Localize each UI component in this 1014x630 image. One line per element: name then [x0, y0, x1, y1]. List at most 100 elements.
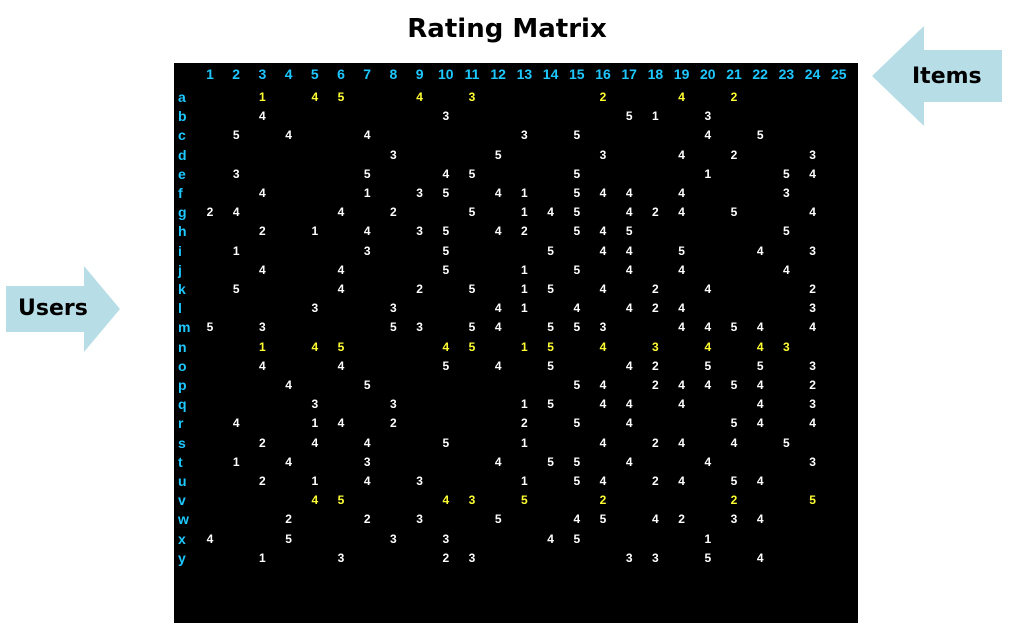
rating-cell-o-10: 5 [442, 358, 450, 373]
rating-cell-u-7: 4 [363, 474, 371, 488]
rating-cell-m-1: 5 [206, 320, 214, 335]
rating-cell-y-6: 3 [337, 550, 345, 565]
rating-cell-d-24: 3 [809, 147, 816, 162]
rating-cell-o-14: 5 [547, 358, 554, 373]
rating-cell-j-17: 4 [625, 262, 633, 277]
rating-cell-i-17: 4 [625, 243, 633, 258]
rating-cell-s-18: 2 [652, 435, 659, 450]
rating-cell-g-11: 5 [468, 205, 476, 220]
rating-cell-o-18: 2 [652, 358, 659, 373]
rating-cell-x-20: 1 [704, 531, 712, 546]
rating-cell-r-5: 1 [311, 416, 319, 431]
rating-cell-n-14: 5 [547, 339, 554, 354]
rating-cell-q-16: 4 [599, 397, 607, 412]
column-header-23: 23 [778, 66, 795, 82]
rating-cell-l-8: 3 [390, 301, 397, 316]
rating-cell-f-10: 5 [442, 186, 450, 200]
rating-cell-g-18: 2 [652, 205, 659, 220]
rating-cell-j-23: 4 [783, 262, 790, 277]
rating-cell-m-24: 4 [809, 320, 816, 335]
items-arrow-icon [872, 26, 1002, 126]
rating-cell-x-14: 4 [547, 531, 554, 546]
rating-cell-e-7: 5 [363, 166, 371, 181]
rating-cell-k-2: 5 [232, 282, 240, 296]
rating-cell-u-13: 1 [521, 474, 528, 488]
rating-cell-l-19: 4 [678, 301, 685, 316]
rating-cell-o-20: 5 [704, 358, 712, 373]
rating-cell-h-3: 2 [259, 224, 266, 239]
row-header-f: f [178, 185, 183, 201]
rating-cell-r-2: 4 [232, 416, 240, 431]
column-header-12: 12 [490, 66, 506, 82]
column-header-18: 18 [647, 66, 664, 82]
rating-cell-u-5: 1 [311, 474, 319, 488]
rating-cell-o-17: 4 [625, 358, 633, 373]
column-header-3: 3 [258, 66, 267, 82]
column-header-20: 20 [700, 66, 716, 82]
rating-cell-a-9: 4 [416, 90, 423, 104]
rating-cell-x-1: 4 [206, 531, 214, 546]
page-title: Rating Matrix [407, 14, 607, 44]
rating-cell-o-24: 3 [809, 358, 816, 373]
rating-cell-u-22: 4 [756, 474, 764, 488]
rating-cell-s-21: 4 [730, 435, 738, 450]
rating-cell-e-2: 3 [232, 166, 240, 181]
row-header-x: x [178, 530, 186, 547]
rating-cell-n-18: 3 [652, 339, 659, 354]
rating-cell-s-13: 1 [521, 435, 528, 450]
rating-cell-q-8: 3 [390, 397, 397, 412]
rating-cell-v-21: 2 [730, 493, 738, 508]
rating-cell-v-5: 4 [311, 493, 319, 508]
rating-cell-o-12: 4 [494, 358, 502, 373]
rating-cell-f-23: 3 [783, 186, 790, 200]
rating-cell-k-24: 2 [809, 282, 816, 296]
rating-cell-p-15: 5 [573, 378, 581, 392]
rating-cell-g-19: 4 [678, 205, 685, 220]
rating-cell-k-6: 4 [337, 282, 345, 296]
rating-cell-u-16: 4 [599, 474, 607, 488]
rating-cell-e-11: 5 [468, 166, 476, 181]
rating-cell-b-3: 4 [259, 109, 266, 124]
rating-cell-r-21: 5 [730, 416, 738, 431]
rating-cell-u-19: 4 [678, 474, 685, 488]
column-header-22: 22 [752, 66, 768, 82]
row-header-w: w [178, 511, 189, 528]
rating-cell-g-2: 4 [232, 205, 240, 220]
rating-cell-f-3: 4 [259, 186, 266, 200]
rating-cell-u-21: 5 [730, 474, 738, 488]
row-header-r: r [178, 415, 184, 432]
rating-cell-r-24: 4 [809, 416, 816, 431]
rating-cell-s-23: 5 [783, 435, 790, 450]
rating-cell-o-22: 5 [756, 358, 764, 373]
rating-cell-w-15: 4 [573, 512, 581, 527]
rating-cell-q-5: 3 [311, 397, 319, 412]
rating-cell-h-5: 1 [311, 224, 319, 239]
rating-cell-r-13: 2 [521, 416, 528, 431]
rating-cell-s-3: 2 [259, 435, 266, 450]
rating-cell-m-11: 5 [468, 320, 476, 335]
rating-cell-s-19: 4 [678, 435, 685, 450]
column-header-15: 15 [569, 66, 585, 82]
rating-cell-j-3: 4 [259, 262, 266, 277]
rating-cell-e-23: 5 [783, 166, 790, 181]
rating-cell-m-22: 4 [756, 320, 764, 335]
rating-cell-w-12: 5 [494, 512, 502, 527]
rating-cell-x-10: 3 [442, 531, 450, 546]
row-header-y: y [178, 549, 186, 566]
rating-cell-g-1: 2 [206, 205, 214, 220]
rating-cell-p-16: 4 [599, 378, 607, 392]
rating-cell-a-11: 3 [468, 90, 476, 104]
rating-cell-k-20: 4 [704, 282, 712, 296]
users-label: Users [18, 296, 88, 321]
rating-cell-m-15: 5 [573, 320, 581, 335]
rating-cell-b-20: 3 [704, 109, 712, 124]
rating-cell-n-22: 4 [756, 339, 764, 354]
rating-cell-u-18: 2 [652, 474, 659, 488]
rating-cell-d-19: 4 [678, 147, 685, 162]
rating-cell-f-15: 5 [573, 186, 581, 200]
rating-cell-r-22: 4 [756, 416, 764, 431]
rating-cell-y-22: 4 [756, 550, 764, 565]
rating-cell-g-24: 4 [809, 205, 816, 220]
rating-cell-r-15: 5 [573, 416, 581, 431]
rating-cell-g-6: 4 [337, 205, 345, 220]
